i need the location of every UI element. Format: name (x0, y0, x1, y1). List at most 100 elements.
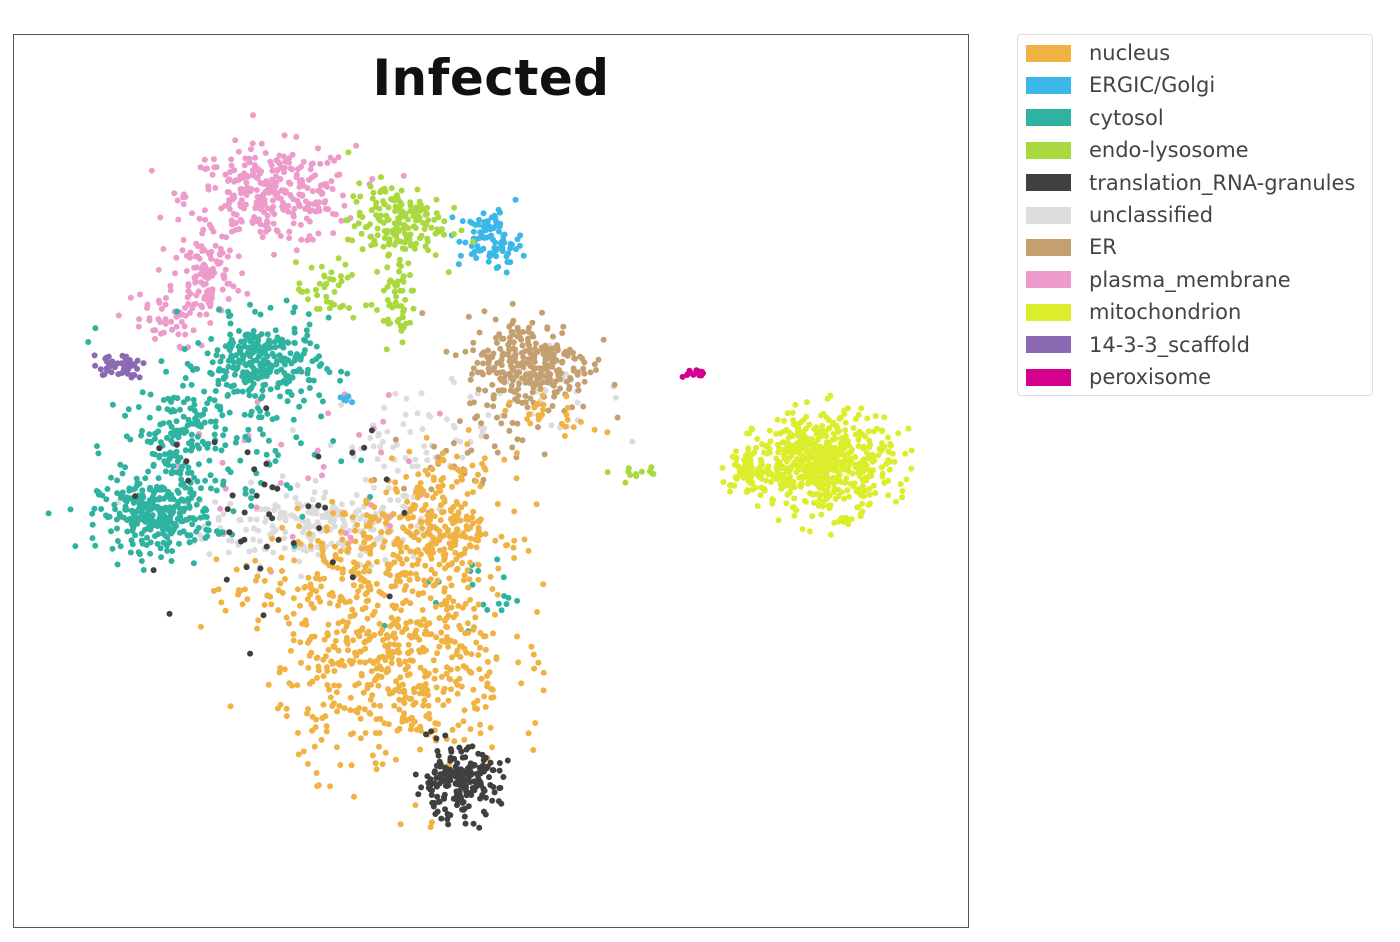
data-point (638, 468, 645, 475)
data-point (318, 583, 325, 590)
data-point (835, 486, 842, 493)
data-point (765, 463, 772, 470)
data-point (849, 446, 855, 453)
data-point (507, 373, 514, 380)
data-point (580, 403, 587, 410)
data-point (183, 252, 190, 259)
data-point (400, 278, 407, 285)
data-point (562, 423, 569, 430)
data-point (241, 509, 248, 516)
data-point (554, 342, 560, 349)
data-point (271, 338, 278, 345)
data-point (818, 432, 825, 439)
data-point (295, 751, 302, 758)
data-point (243, 192, 250, 198)
data-point (443, 348, 450, 355)
data-point (180, 413, 187, 420)
data-point (424, 517, 431, 524)
data-point (403, 544, 410, 551)
data-point (482, 531, 489, 537)
data-point (308, 537, 314, 543)
data-point (465, 803, 472, 810)
data-point (144, 534, 150, 541)
data-point (453, 478, 460, 485)
data-point (214, 403, 221, 410)
data-point (323, 298, 330, 305)
data-point (482, 704, 489, 710)
data-point (67, 506, 74, 513)
data-point (244, 596, 251, 603)
data-point (202, 477, 209, 484)
data-point (420, 702, 427, 709)
data-point (130, 525, 136, 532)
data-point (359, 214, 366, 220)
data-point (236, 328, 242, 334)
data-point (456, 238, 463, 245)
data-point (241, 536, 248, 543)
data-point (210, 156, 217, 163)
data-point (294, 586, 301, 593)
data-point (265, 681, 272, 688)
data-point (386, 278, 393, 285)
data-point (248, 146, 254, 153)
data-point (217, 252, 224, 258)
data-point (399, 560, 406, 567)
data-point (227, 703, 234, 710)
data-point (377, 702, 384, 709)
data-point (187, 290, 194, 297)
data-point (140, 567, 147, 573)
data-point (357, 552, 364, 559)
data-point (140, 494, 147, 501)
data-point (239, 373, 246, 380)
data-point (263, 371, 270, 378)
data-point (379, 626, 386, 633)
data-point (300, 748, 307, 755)
data-point (228, 162, 235, 169)
data-point (168, 318, 175, 325)
data-point (156, 445, 163, 452)
data-point (475, 386, 482, 393)
data-point (203, 311, 210, 318)
data-point (228, 352, 235, 359)
data-point (288, 512, 295, 519)
data-point (350, 730, 357, 737)
data-point (230, 283, 237, 290)
data-point (308, 585, 315, 592)
data-point (342, 261, 349, 268)
data-point (799, 430, 806, 437)
data-point (482, 387, 489, 394)
data-point (416, 206, 423, 213)
data-point (422, 243, 429, 250)
data-point (114, 538, 121, 544)
data-point (382, 188, 389, 195)
legend-item: unclassified (1026, 202, 1213, 228)
data-point (451, 379, 457, 386)
data-point (341, 202, 348, 209)
data-point (449, 214, 456, 221)
data-point (489, 686, 496, 693)
data-point (545, 407, 552, 414)
legend-label: mitochondrion (1089, 300, 1242, 325)
data-point (450, 440, 457, 447)
data-point (477, 780, 484, 786)
data-point (254, 193, 261, 200)
data-point (384, 217, 391, 224)
data-point (362, 659, 368, 666)
data-point (405, 458, 412, 465)
data-point (392, 436, 399, 443)
data-point (364, 589, 370, 596)
data-point (500, 774, 507, 780)
data-point (561, 433, 568, 439)
data-point (386, 241, 392, 248)
data-point (754, 466, 761, 473)
data-point (356, 209, 363, 216)
data-point (564, 404, 571, 411)
data-point (261, 481, 268, 488)
data-point (447, 676, 454, 683)
data-point (337, 556, 344, 563)
data-point (212, 242, 219, 249)
data-point (249, 488, 256, 495)
data-point (224, 280, 231, 287)
data-point (445, 768, 452, 775)
data-point (406, 448, 413, 455)
